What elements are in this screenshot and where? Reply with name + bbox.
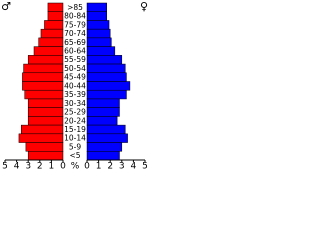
category-label: 55-59 (64, 55, 86, 64)
category-label: 5-9 (69, 142, 81, 151)
bar-male (27, 151, 64, 161)
x-axis-label: % (71, 162, 80, 172)
bar-male (22, 81, 64, 91)
category-label: 70-74 (64, 29, 86, 38)
bar-female (86, 116, 118, 126)
bar-male (33, 46, 64, 56)
bar-male (27, 98, 64, 108)
bar-male (20, 124, 64, 135)
bar-male (44, 20, 64, 30)
bar-female (86, 81, 131, 91)
chart: ♂ ♀ % >8580-8475-7970-7465-6960-6455-595… (1, 0, 148, 172)
x-tick-label: 0 (60, 162, 66, 172)
category-label: 20-24 (64, 116, 86, 125)
bar-female (86, 133, 128, 143)
category-label: >85 (67, 3, 83, 12)
bar-female (86, 107, 120, 117)
bar-female (86, 2, 107, 12)
bar-female (86, 46, 116, 56)
x-tick-label: 5 (2, 162, 8, 172)
bar-female (86, 37, 112, 47)
x-tick-label: 0 (84, 162, 90, 172)
category-label: 65-69 (64, 38, 86, 47)
x-tick-label: 3 (25, 162, 31, 172)
bar-male (24, 89, 64, 100)
bar-male (22, 72, 64, 82)
x-tick-label: 1 (96, 162, 102, 172)
bar-male (47, 2, 64, 12)
category-label: 30-34 (64, 99, 86, 108)
x-tick-label: 1 (49, 162, 55, 172)
category-label: 35-39 (64, 90, 86, 99)
category-label: 80-84 (64, 12, 86, 21)
bar-female (86, 11, 107, 21)
category-label: 50-54 (64, 64, 86, 73)
bar-male (23, 63, 64, 74)
bar-male (27, 116, 64, 126)
bar-male (47, 11, 64, 21)
x-tick-label: 2 (37, 162, 43, 172)
bar-female (86, 89, 127, 100)
bar-female (86, 55, 123, 65)
bar-male (27, 55, 64, 65)
x-tick-label: 3 (119, 162, 125, 172)
bar-male (25, 142, 64, 152)
category-label: 25-29 (64, 108, 86, 117)
x-tick-label: 5 (142, 162, 148, 172)
bar-male (18, 133, 64, 143)
category-label: 10-14 (64, 134, 86, 143)
bar-female (86, 124, 126, 135)
bar-female (86, 20, 110, 30)
category-label: 15-19 (64, 125, 86, 134)
legend-female: ♀ (140, 0, 148, 13)
category-label: <5 (69, 151, 80, 160)
category-label: 60-64 (64, 46, 86, 55)
category-label: 45-49 (64, 73, 86, 82)
x-tick-label: 4 (131, 162, 137, 172)
bar-male (38, 37, 64, 47)
x-tick-label: 2 (107, 162, 113, 172)
bar-female (86, 28, 111, 39)
category-label: 40-44 (64, 81, 86, 90)
bar-male (27, 107, 64, 117)
bar-female (86, 72, 127, 82)
bar-female (86, 142, 123, 152)
bar-male (40, 28, 64, 39)
category-label: 75-79 (64, 20, 86, 29)
bar-female (86, 63, 126, 74)
bar-female (86, 151, 120, 161)
bar-female (86, 98, 120, 108)
x-tick-label: 4 (14, 162, 20, 172)
legend-male: ♂ (1, 0, 11, 13)
